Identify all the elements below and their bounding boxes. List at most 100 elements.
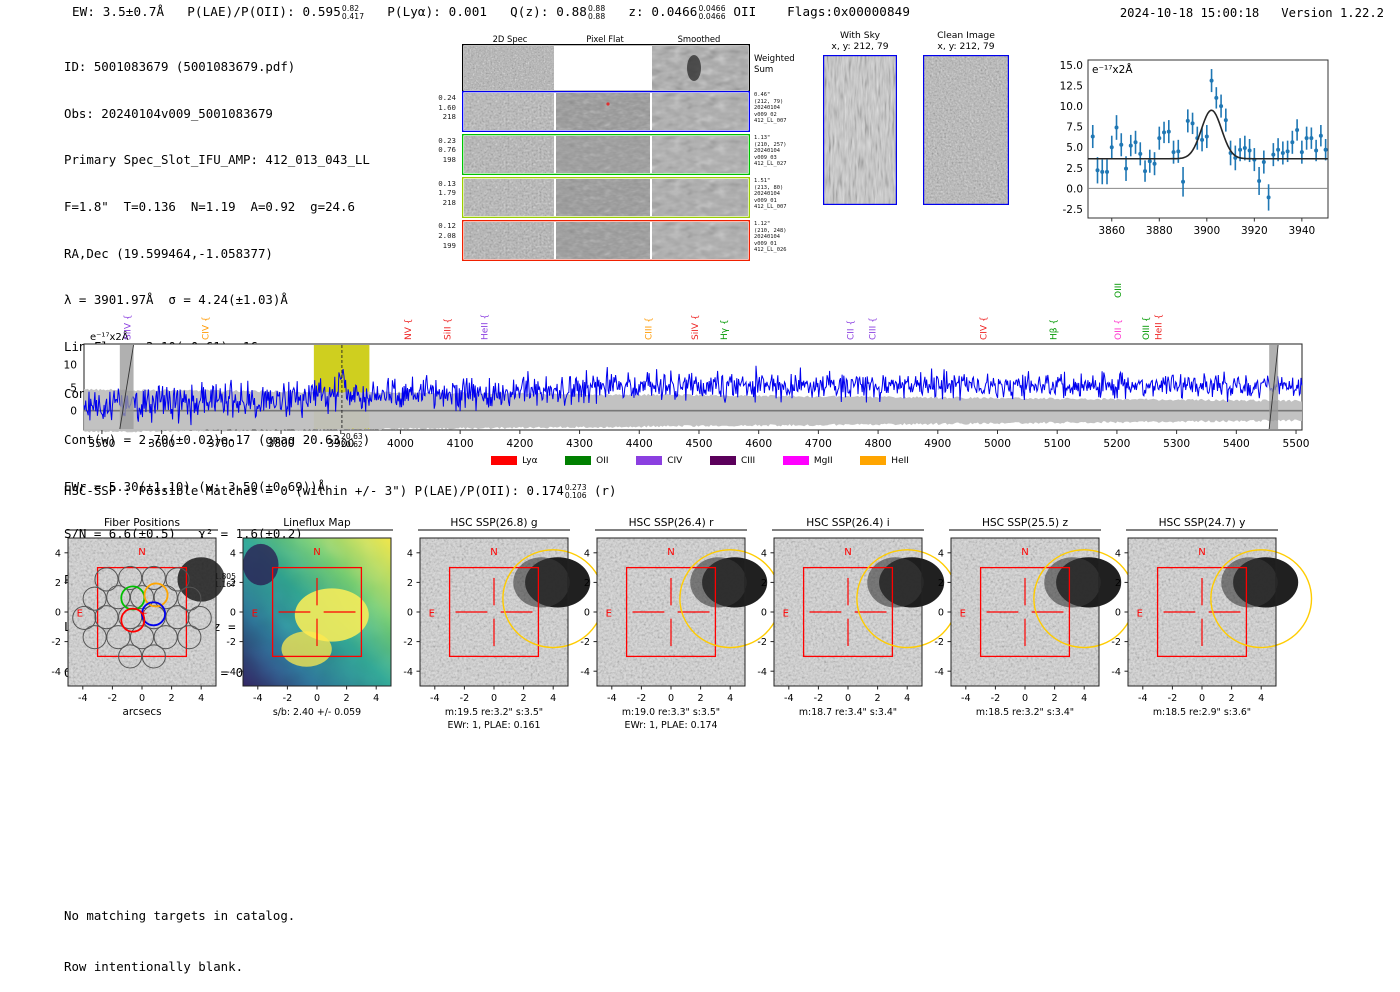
svg-text:CII {: CII {: [846, 320, 856, 340]
svg-text:-4: -4: [51, 667, 61, 678]
info-line-cont-w: Cont(w) = 2.70(±0.02)e-17 (gmag 20.63 20.…: [64, 431, 371, 449]
svg-text:-4: -4: [1138, 693, 1148, 704]
hsc-summary-line: HSC-SSP : Possible Matches = 0 (within +…: [64, 483, 616, 500]
svg-text:E: E: [606, 608, 612, 619]
svg-text:-4: -4: [430, 693, 440, 704]
svg-text:HSC SSP(25.5) z: HSC SSP(25.5) z: [982, 517, 1069, 529]
svg-text:-4: -4: [78, 693, 88, 704]
svg-text:3600: 3600: [148, 438, 175, 450]
svg-text:0: 0: [1199, 693, 1205, 704]
svg-text:4: 4: [198, 693, 204, 704]
header-version: Version 1.22.2: [1281, 6, 1384, 20]
svg-text:-4: -4: [607, 693, 617, 704]
svg-text:m:18.5 re:2.9" s:3.6": m:18.5 re:2.9" s:3.6": [1153, 707, 1251, 718]
svg-text:e⁻¹⁷x2Å: e⁻¹⁷x2Å: [1092, 63, 1133, 76]
spectrum-plot: 0 5 10 3500 3600 3700 3800 3900 4000 4100 4200 4300…: [64, 274, 1310, 450]
svg-text:m:19.0 re:3.3" s:3.5": m:19.0 re:3.3" s:3.5": [622, 707, 720, 718]
svg-text:E: E: [1137, 608, 1143, 619]
svg-text:N: N: [490, 547, 497, 558]
info-line-ewr: EWr = 5.30(±1.10) (w: 3.50(±0.69))Å: [64, 478, 326, 494]
cutout-with-sky: With Sky x, y: 212, 79: [812, 30, 908, 209]
legend-item-heii: HeII: [860, 456, 909, 466]
svg-text:0: 0: [230, 608, 236, 619]
spectrum-legend: Lyα OII CIV CIII MgII HeII: [0, 450, 1400, 469]
svg-text:3860: 3860: [1098, 225, 1125, 237]
fiber-metric-column: 0.24 1.60 218 0.23 0.76 198 0.13 1.79 218 0.12…: [424, 93, 456, 250]
svg-text:3700: 3700: [208, 438, 235, 450]
svg-text:2: 2: [230, 578, 236, 589]
info-line-obs: Obs: 20240104v009_5001083679: [64, 105, 273, 121]
svg-text:5100: 5100: [1044, 438, 1071, 450]
header-plae-label: P(LAE)/P(OII):: [187, 4, 295, 19]
svg-text:-4: -4: [934, 667, 944, 678]
svg-text:-2: -2: [460, 693, 470, 704]
fiber-id: 1.12" (210, 248) 20240104 v009_01 412_LL_026: [754, 221, 787, 254]
footer-line-2: Row intentionally blank.: [64, 959, 244, 974]
svg-text:0: 0: [70, 406, 77, 418]
svg-text:HSC SSP(26.4) i: HSC SSP(26.4) i: [806, 517, 889, 529]
svg-text:e⁻¹⁷x2Å: e⁻¹⁷x2Å: [90, 330, 129, 343]
spec2d-weighted-sum-row: [462, 44, 750, 92]
svg-text:EWr: 1, PLAE: 0.174: EWr: 1, PLAE: 0.174: [625, 720, 718, 731]
svg-text:N: N: [313, 547, 320, 558]
svg-text:N: N: [138, 547, 145, 558]
svg-text:CIII {: CIII {: [869, 317, 879, 340]
header-plae-range: 0.82 0.417: [341, 3, 365, 21]
svg-text:4100: 4100: [447, 438, 474, 450]
svg-text:4: 4: [550, 693, 556, 704]
spec2d-col-title-pixelflat: Pixel Flat: [586, 34, 624, 44]
svg-text:4200: 4200: [506, 438, 533, 450]
svg-text:2: 2: [344, 693, 350, 704]
svg-text:4400: 4400: [626, 438, 653, 450]
svg-text:3800: 3800: [268, 438, 295, 450]
svg-text:0: 0: [314, 693, 320, 704]
cutout-title: Clean Image: [937, 30, 995, 41]
svg-text:0: 0: [668, 693, 674, 704]
header-timestamp: 2024-10-18 15:00:18: [1119, 6, 1260, 20]
svg-text:4: 4: [584, 548, 590, 559]
footer-line-1: No matching targets in catalog.: [64, 908, 296, 923]
legend-item-ciii: CIII: [709, 456, 755, 466]
spec2d-col-title-2dspec: 2D Spec: [492, 34, 528, 44]
hsc-summary-filter: (r): [594, 483, 617, 498]
svg-text:-4: -4: [1111, 667, 1121, 678]
svg-text:Hβ {: Hβ {: [1049, 319, 1059, 340]
svg-text:4: 4: [230, 548, 236, 559]
svg-text:s/b: 2.40 +/- 0.059: s/b: 2.40 +/- 0.059: [273, 707, 361, 718]
svg-text:3500: 3500: [88, 438, 115, 450]
svg-text:5200: 5200: [1103, 438, 1130, 450]
fiber-row: [462, 91, 750, 132]
fiber-row: [462, 177, 750, 218]
svg-text:SiIV {: SiIV {: [123, 314, 133, 340]
header-plya: P(Lyα): 0.001: [387, 4, 488, 19]
info-line-params: F=1.8" T=0.136 N=1.19 A=0.92 g=24.6: [64, 199, 355, 215]
legend-swatch: [491, 456, 518, 465]
svg-text:4: 4: [1258, 693, 1264, 704]
svg-text:arcsecs: arcsecs: [122, 706, 161, 718]
svg-text:OIII {: OIII {: [1142, 316, 1152, 340]
svg-text:4900: 4900: [924, 438, 951, 450]
svg-text:0: 0: [845, 693, 851, 704]
header-z-range: 0.0466 0.0466: [698, 3, 726, 21]
svg-text:4600: 4600: [745, 438, 772, 450]
svg-text:4: 4: [55, 548, 61, 559]
svg-text:2: 2: [584, 578, 590, 589]
svg-text:4: 4: [373, 693, 379, 704]
svg-text:E: E: [783, 608, 789, 619]
svg-text:3880: 3880: [1146, 225, 1173, 237]
svg-text:-2.5: -2.5: [1063, 204, 1084, 216]
fiber-id: 1.13" (210, 257) 20240104 v009_03 412_LL_027: [754, 135, 787, 168]
svg-text:2: 2: [938, 578, 944, 589]
svg-text:0: 0: [1022, 693, 1028, 704]
svg-text:HSC SSP(24.7) y: HSC SSP(24.7) y: [1159, 517, 1246, 529]
svg-text:-2: -2: [403, 637, 413, 648]
svg-text:4: 4: [1081, 693, 1087, 704]
fiber-id: 1.51" (213, 80) 20240104 v009_01 412_LL_007: [754, 178, 787, 211]
fiber-id: 0.46" (212, 79) 20240104 v009_02 412_LL_007: [754, 92, 787, 125]
svg-text:0.0: 0.0: [1066, 183, 1083, 195]
svg-text:3900: 3900: [327, 438, 354, 450]
svg-text:-4: -4: [226, 667, 236, 678]
svg-text:HeII {: HeII {: [480, 314, 490, 340]
svg-text:OIII {: OIII {: [1114, 282, 1124, 298]
gmag-range: 20.63 20.62: [341, 431, 363, 449]
